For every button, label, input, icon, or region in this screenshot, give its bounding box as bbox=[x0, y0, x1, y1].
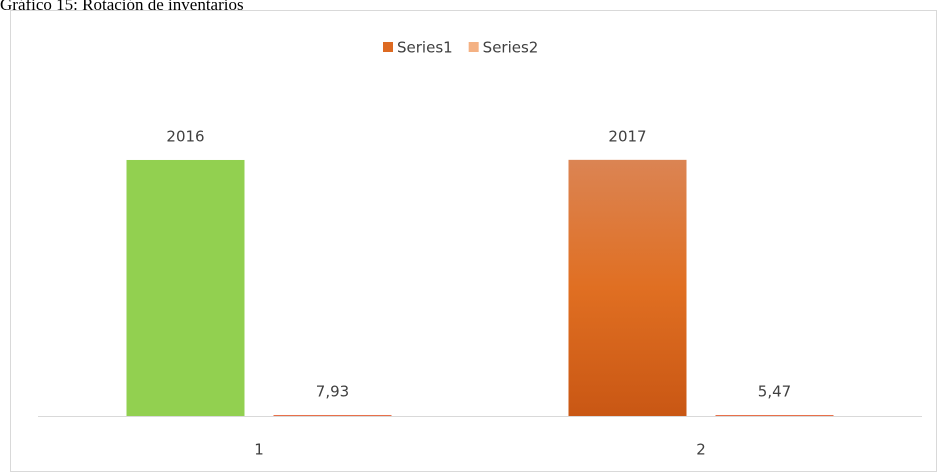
chart-title: Gráfico 15: Rotación de inventarios bbox=[0, 0, 244, 14]
x-tick-label: 2 bbox=[696, 441, 706, 459]
data-label: 5,47 bbox=[758, 383, 791, 401]
legend-label: Series2 bbox=[483, 39, 539, 57]
data-label: 7,93 bbox=[316, 382, 349, 400]
x-tick-label: 1 bbox=[254, 441, 264, 459]
data-label: 2016 bbox=[166, 127, 204, 145]
bar bbox=[715, 415, 834, 416]
bar bbox=[126, 159, 245, 416]
bar bbox=[568, 159, 687, 416]
legend-label: Series1 bbox=[397, 39, 453, 57]
legend-swatch bbox=[468, 42, 479, 52]
data-label: 2017 bbox=[608, 127, 646, 145]
bar bbox=[273, 414, 392, 416]
legend-swatch bbox=[383, 42, 393, 52]
